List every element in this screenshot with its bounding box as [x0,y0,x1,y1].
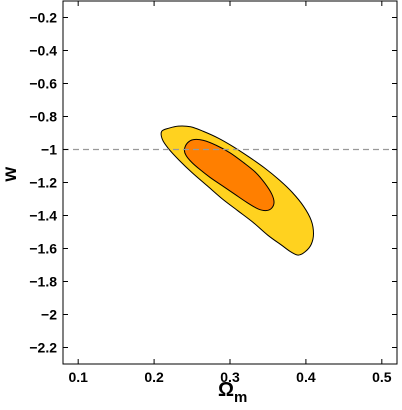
x-axis-label-subscript: m [234,389,247,406]
y-axis-label: w [0,167,21,183]
y-tick-label: −2 [41,307,57,323]
x-tick-label: 0.1 [68,369,88,385]
confidence-regions [160,125,315,256]
x-tick-label: 0.4 [296,369,316,385]
region-inner [183,138,275,212]
x-axis-label: Ωm [218,379,247,406]
x-axis-label-main: Ω [218,379,234,401]
y-tick-label: −2.2 [29,340,57,356]
tick-labels: 0.1 0.2 0.3 0.4 0.5 −0.2 −0.4 −0.6 −0.8 −1 −1.2 −1.… [29,10,391,386]
y-tick-label: −1.2 [29,175,57,191]
y-tick-label: −1.6 [29,241,57,257]
axis-ticks [63,1,397,364]
x-tick-label: 0.3 [220,369,240,385]
y-tick-label: −0.4 [29,43,57,59]
x-tick-label: 0.2 [144,369,164,385]
y-tick-label: −1 [41,142,57,158]
y-tick-label: −1.4 [29,208,57,224]
x-tick-label: 0.5 [372,369,392,385]
y-tick-label: −1.8 [29,274,57,290]
y-tick-label: −0.6 [29,76,57,92]
y-tick-label: −0.8 [29,109,57,125]
y-tick-label: −0.2 [29,10,57,26]
